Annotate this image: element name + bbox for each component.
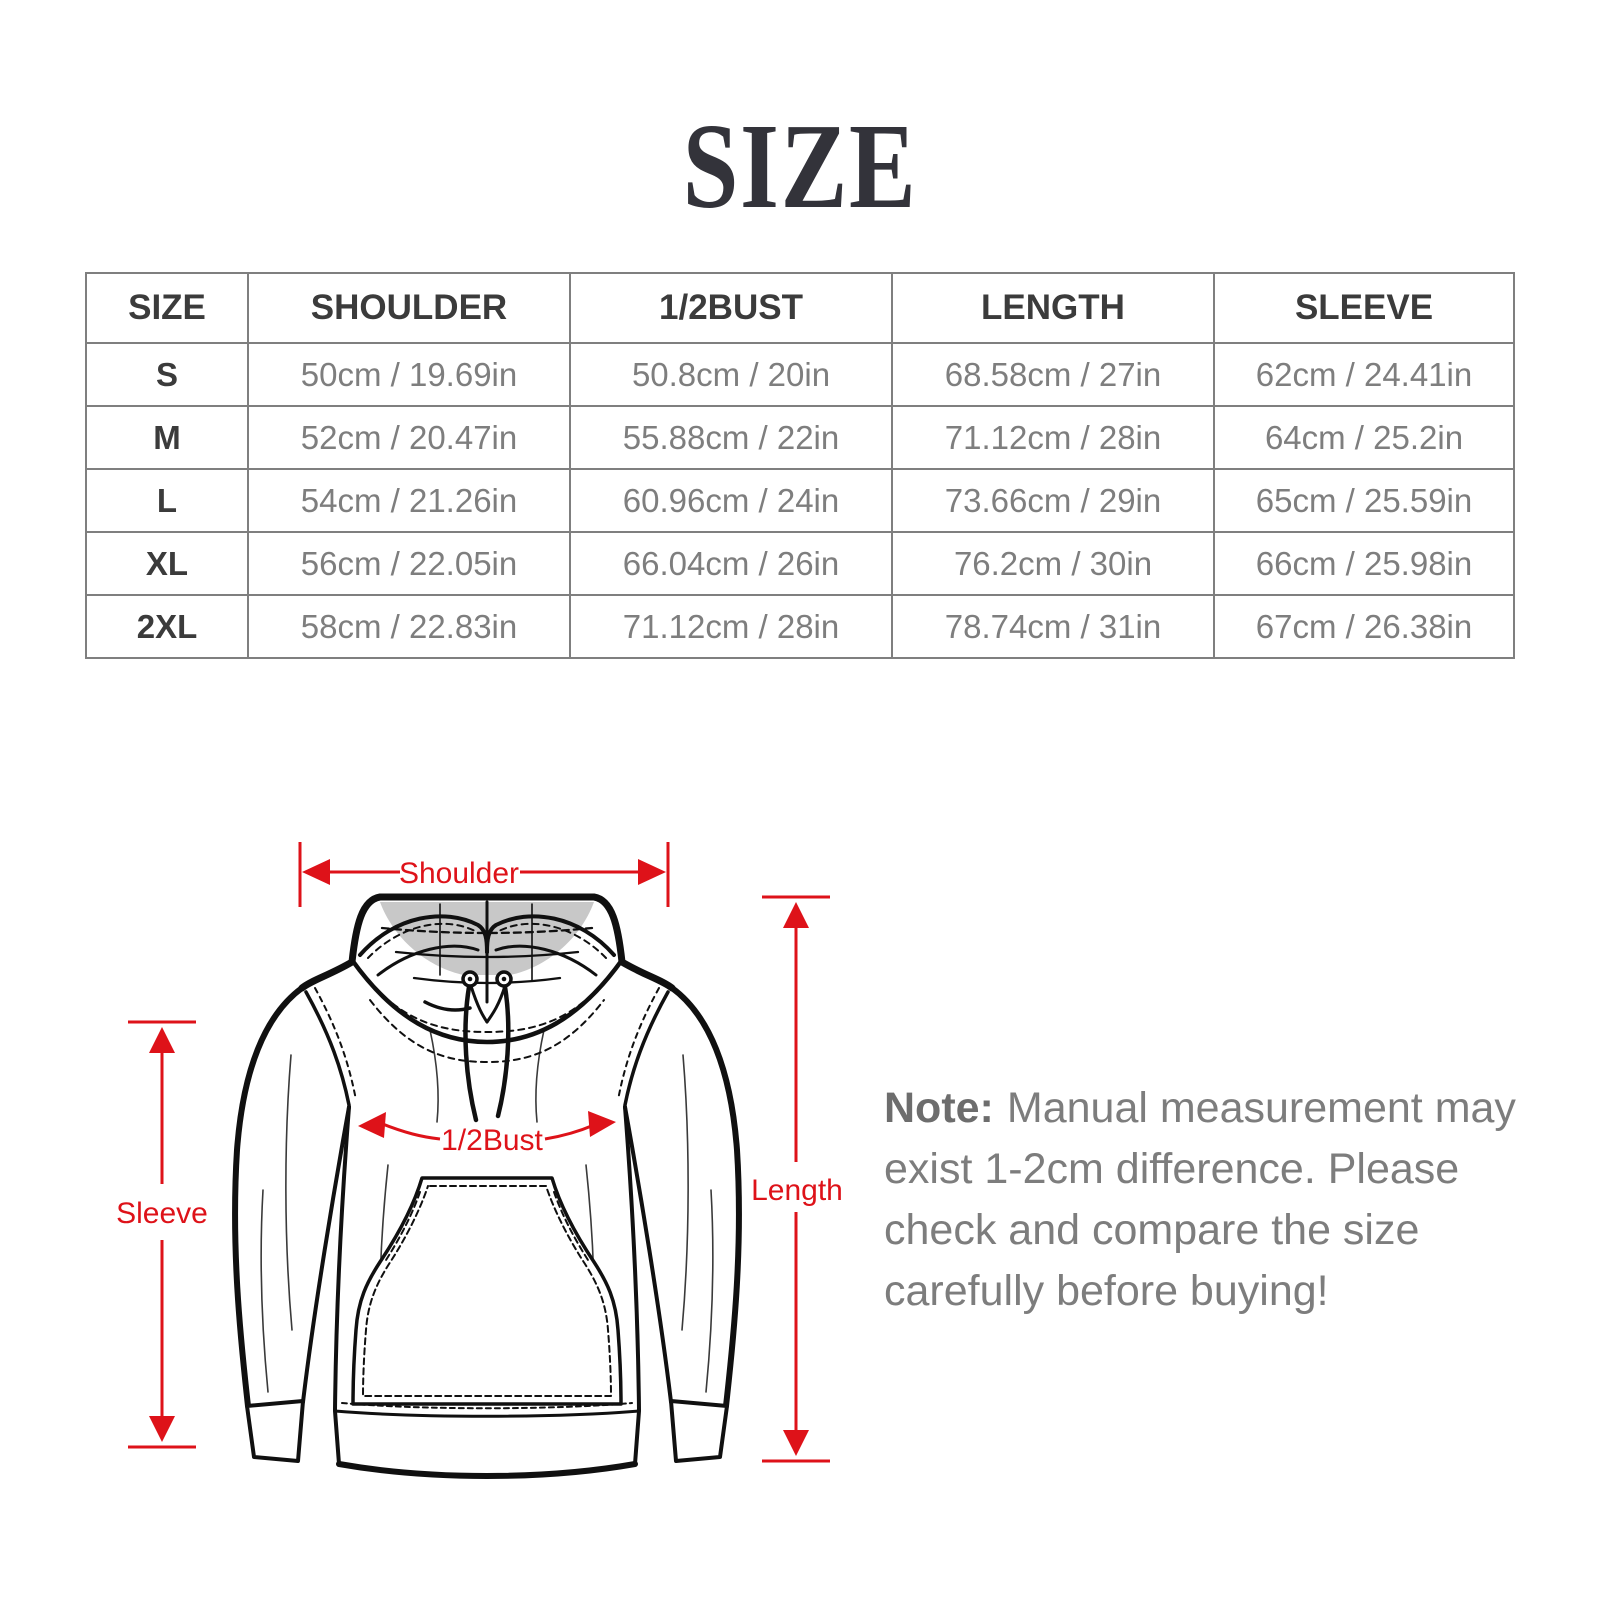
arrowhead-left [302,859,330,885]
cell-shoulder: 56cm / 22.05in [247,531,571,596]
left-cuff [245,1399,305,1463]
cell-sleeve: 66cm / 25.98in [1213,531,1515,596]
cell-shoulder: 54cm / 21.26in [247,468,571,533]
table-row: S 50cm / 19.69in 50.8cm / 20in 68.58cm /… [85,342,1515,407]
cell-size: XL [85,531,249,596]
arrowhead-right [638,859,666,885]
arrowhead-right [588,1111,616,1137]
header-sleeve: SLEEVE [1213,272,1515,344]
page-title-text: SIZE [682,99,918,234]
arrowhead-up [149,1027,175,1053]
sleeve-arrow: Sleeve [116,1020,208,1449]
arrowhead-down [783,1430,809,1456]
note-label: Note: [884,1084,994,1132]
cell-length: 78.74cm / 31in [891,594,1215,659]
hoodie-sketch [232,893,742,1479]
right-cuff [669,1399,729,1463]
cell-bust: 66.04cm / 26in [569,531,893,596]
bust-label: 1/2Bust [441,1124,543,1157]
cell-size: L [85,468,249,533]
cell-length: 71.12cm / 28in [891,405,1215,470]
table-row: XL 56cm / 22.05in 66.04cm / 26in 76.2cm … [85,531,1515,596]
cell-length: 76.2cm / 30in [891,531,1215,596]
drawstrings [461,970,513,1123]
note-line: carefully before buying! [884,1267,1329,1315]
note-line: check and compare the size [884,1206,1420,1254]
length-arrow: Length [751,895,843,1463]
cowl-collar [349,914,625,1063]
bust-arrow: 1/2Bust [358,1111,616,1157]
page-title: SIZE [0,100,1600,234]
note-block: Note: Manual measurement may exist 1-2cm … [884,1078,1524,1322]
cell-bust: 50.8cm / 20in [569,342,893,407]
note-line: Note: Manual measurement may [884,1084,1516,1132]
cell-size: 2XL [85,594,249,659]
cell-bust: 60.96cm / 24in [569,468,893,533]
note-line: exist 1-2cm difference. Please [884,1145,1460,1193]
cell-shoulder: 58cm / 22.83in [247,594,571,659]
measure-arrows: Shoulder 1/2Bust Length [116,842,843,1463]
cell-sleeve: 67cm / 26.38in [1213,594,1515,659]
table-row: L 54cm / 21.26in 60.96cm / 24in 73.66cm … [85,468,1515,533]
cell-shoulder: 52cm / 20.47in [247,405,571,470]
length-label: Length [751,1174,843,1207]
cell-bust: 55.88cm / 22in [569,405,893,470]
table-row: M 52cm / 20.47in 55.88cm / 22in 71.12cm … [85,405,1515,470]
shoulder-label: Shoulder [399,857,519,890]
shoulder-arrow: Shoulder [298,842,670,907]
header-shoulder: SHOULDER [247,272,571,344]
arrowhead-left [358,1112,386,1138]
cell-shoulder: 50cm / 19.69in [247,342,571,407]
cell-size: S [85,342,249,407]
armhole-seams [304,987,670,1107]
header-size: SIZE [85,272,249,344]
size-table: SIZE SHOULDER 1/2BUST LENGTH SLEEVE S 50… [85,272,1515,659]
hoodie-measure-diagram: Shoulder 1/2Bust Length [116,842,843,1479]
header-length: LENGTH [891,272,1215,344]
hoodie-sleeves [232,985,742,1463]
cell-size: M [85,405,249,470]
cell-length: 68.58cm / 27in [891,342,1215,407]
sleeve-label: Sleeve [116,1197,208,1230]
hem-band [333,1402,641,1479]
table-header-row: SIZE SHOULDER 1/2BUST LENGTH SLEEVE [85,272,1515,344]
arrowhead-up [783,902,809,928]
header-bust: 1/2BUST [569,272,893,344]
cell-sleeve: 62cm / 24.41in [1213,342,1515,407]
table-row: 2XL 58cm / 22.83in 71.12cm / 28in 78.74c… [85,594,1515,659]
hood-outline [298,893,676,992]
cell-sleeve: 65cm / 25.59in [1213,468,1515,533]
cell-sleeve: 64cm / 25.2in [1213,405,1515,470]
arrowhead-down [149,1416,175,1442]
cell-bust: 71.12cm / 28in [569,594,893,659]
cell-length: 73.66cm / 29in [891,468,1215,533]
kangaroo-pocket [351,1176,623,1406]
